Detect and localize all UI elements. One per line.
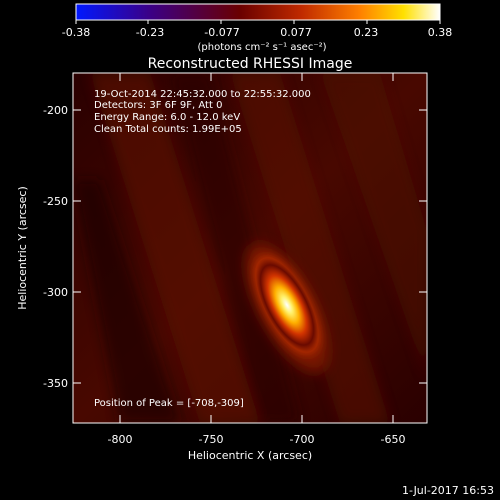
- x-tick-label: -650: [381, 433, 406, 446]
- peak-position-label: Position of Peak = [-708,-309]: [94, 398, 244, 409]
- y-tick-label: -200: [43, 104, 68, 117]
- info-line-detectors: Detectors: 3F 6F 9F, Att 0: [94, 100, 222, 111]
- colorbar-unit-label: (photons cm⁻² s⁻¹ asec⁻²): [197, 42, 326, 53]
- colorbar-tick-label: -0.077: [204, 26, 239, 39]
- y-tick-label: -350: [43, 377, 68, 390]
- image-title: Reconstructed RHESSI Image: [148, 56, 353, 72]
- x-tick-label: -700: [290, 433, 315, 446]
- colorbar-tick-label: -0.23: [136, 26, 164, 39]
- y-axis-label: Heliocentric Y (arcsec): [16, 186, 29, 310]
- colorbar-tick-label: 0.077: [280, 26, 312, 39]
- x-tick-marks: [119, 73, 394, 423]
- plot-frame: [72, 72, 428, 424]
- x-tick-label: -800: [108, 433, 133, 446]
- x-axis-label: Heliocentric X (arcsec): [188, 449, 312, 462]
- y-tick-label: -250: [43, 195, 68, 208]
- plot-timestamp: 1-Jul-2017 16:53: [402, 484, 494, 497]
- info-line-energy: Energy Range: 6.0 - 12.0 keV: [94, 112, 240, 123]
- colorbar-tick-label: -0.38: [62, 26, 90, 39]
- y-tick-label: -300: [43, 286, 68, 299]
- colorbar: [76, 4, 440, 20]
- info-line-counts: Clean Total counts: 1.99E+05: [94, 124, 242, 135]
- colorbar-tick-marks: [75, 20, 441, 24]
- colorbar-tick-label: 0.38: [428, 26, 453, 39]
- info-line-time: 19-Oct-2014 22:45:32.000 to 22:55:32.000: [94, 89, 311, 100]
- rhessi-image: [73, 73, 427, 423]
- colorbar-tick-label: 0.23: [354, 26, 379, 39]
- x-tick-label: -750: [199, 433, 224, 446]
- flare-source: [255, 257, 319, 353]
- y-tick-marks: [73, 109, 427, 384]
